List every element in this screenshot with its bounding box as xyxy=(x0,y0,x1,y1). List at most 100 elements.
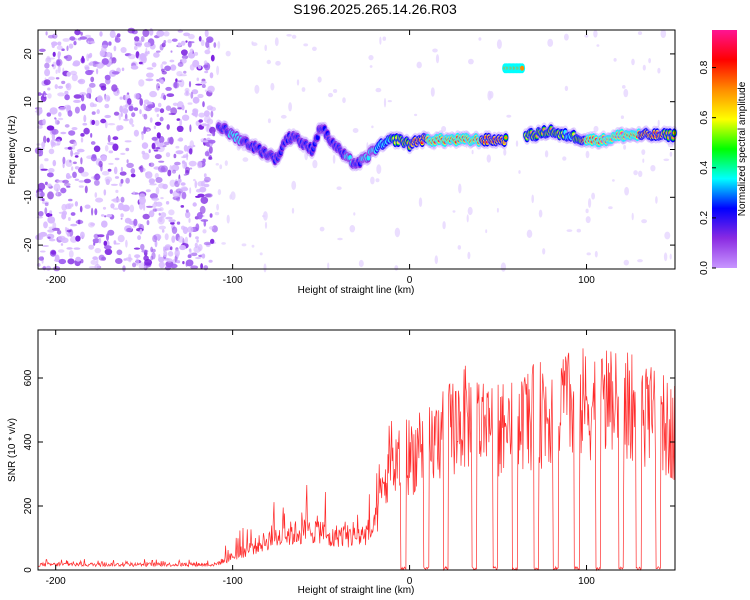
noise-blob xyxy=(263,211,268,221)
noise-blob xyxy=(125,177,130,184)
noise-blob xyxy=(104,74,111,81)
noise-blob xyxy=(623,88,629,98)
noise-blob xyxy=(112,197,121,203)
noise-blob xyxy=(44,158,49,162)
signal-band xyxy=(315,134,320,141)
noise-blob xyxy=(80,171,89,177)
noise-blob xyxy=(175,150,184,155)
noise-blob xyxy=(70,223,78,227)
noise-blob xyxy=(376,164,382,175)
noise-blob xyxy=(197,160,203,169)
noise-blob xyxy=(241,147,247,152)
noise-blob xyxy=(192,108,199,114)
noise-blob xyxy=(487,90,492,101)
noise-blob xyxy=(156,30,165,37)
noise-blob xyxy=(55,58,63,67)
noise-blob xyxy=(127,27,136,34)
noise-blob xyxy=(201,123,208,127)
noise-blob xyxy=(181,114,190,121)
noise-blob xyxy=(145,172,148,176)
noise-blob xyxy=(66,71,71,77)
noise-blob xyxy=(107,168,112,172)
noise-blob xyxy=(134,254,141,259)
noise-blob xyxy=(215,163,219,166)
noise-blob xyxy=(79,92,87,96)
noise-blob xyxy=(141,249,149,253)
noise-blob xyxy=(49,107,58,115)
noise-blob xyxy=(107,142,115,146)
noise-blob xyxy=(566,229,573,233)
noise-blob xyxy=(200,180,206,187)
noise-blob xyxy=(79,205,83,213)
noise-blob xyxy=(224,160,228,166)
noise-blob xyxy=(104,120,108,129)
noise-blob xyxy=(210,54,215,62)
noise-blob xyxy=(638,170,643,177)
noise-blob xyxy=(176,118,181,121)
y-tick-label: 0 xyxy=(23,146,34,152)
noise-blob xyxy=(146,220,150,226)
noise-blob xyxy=(47,191,54,200)
noise-blob xyxy=(471,149,474,155)
noise-blob xyxy=(296,79,300,86)
noise-blob xyxy=(176,221,181,225)
noise-blob xyxy=(169,59,175,63)
noise-blob xyxy=(90,259,97,265)
snr-panel: -200 -100 0 100 0 200 400 600 Height of straigh… xyxy=(7,329,676,596)
noise-blob xyxy=(48,148,55,155)
noise-blob xyxy=(637,31,643,35)
noise-blob xyxy=(51,128,59,135)
noise-blob xyxy=(45,265,52,271)
noise-blob xyxy=(93,233,100,239)
noise-blob xyxy=(72,171,77,178)
noise-blob xyxy=(129,105,134,112)
noise-blob xyxy=(143,103,147,110)
noise-blob xyxy=(202,158,206,163)
noise-blob xyxy=(613,58,617,62)
noise-blob xyxy=(104,103,110,109)
noise-blob xyxy=(188,248,192,252)
noise-blob xyxy=(52,141,56,148)
noise-blob xyxy=(185,166,190,174)
noise-blob xyxy=(642,158,645,163)
noise-blob xyxy=(170,50,173,53)
noise-blob xyxy=(208,156,213,160)
noise-blob xyxy=(42,118,46,126)
noise-blob xyxy=(181,49,188,56)
noise-blob xyxy=(58,258,67,265)
noise-blob xyxy=(124,140,132,143)
noise-blob xyxy=(71,73,78,82)
noise-blob xyxy=(172,102,178,107)
noise-blob xyxy=(151,197,160,201)
noise-blob xyxy=(156,79,160,82)
snr-axes: -200 -100 0 100 0 200 400 600 xyxy=(23,330,675,587)
noise-blob xyxy=(191,252,198,257)
noise-blob xyxy=(185,259,194,267)
noise-blob xyxy=(432,145,436,151)
noise-blob xyxy=(160,197,164,200)
noise-blob xyxy=(87,40,90,44)
noise-blob xyxy=(64,90,69,95)
noise-blob xyxy=(171,235,176,243)
noise-blob xyxy=(383,97,387,108)
noise-blob xyxy=(94,61,100,65)
noise-blob xyxy=(47,87,51,91)
noise-blob xyxy=(203,220,207,227)
noise-blob xyxy=(95,197,104,203)
noise-blob xyxy=(181,104,185,111)
noise-blob xyxy=(129,118,134,125)
spectrogram-noise-blobs xyxy=(34,27,674,273)
noise-blob xyxy=(64,226,68,232)
noise-blob xyxy=(198,119,203,123)
noise-blob xyxy=(203,241,212,246)
noise-blob xyxy=(94,120,100,126)
noise-blob xyxy=(41,198,45,202)
noise-blob xyxy=(143,126,147,134)
noise-blob xyxy=(92,256,98,261)
noise-blob xyxy=(171,226,178,234)
noise-blob xyxy=(217,41,221,49)
noise-blob xyxy=(163,94,167,101)
noise-blob xyxy=(452,210,456,213)
noise-blob xyxy=(153,201,158,205)
noise-blob xyxy=(200,263,204,270)
